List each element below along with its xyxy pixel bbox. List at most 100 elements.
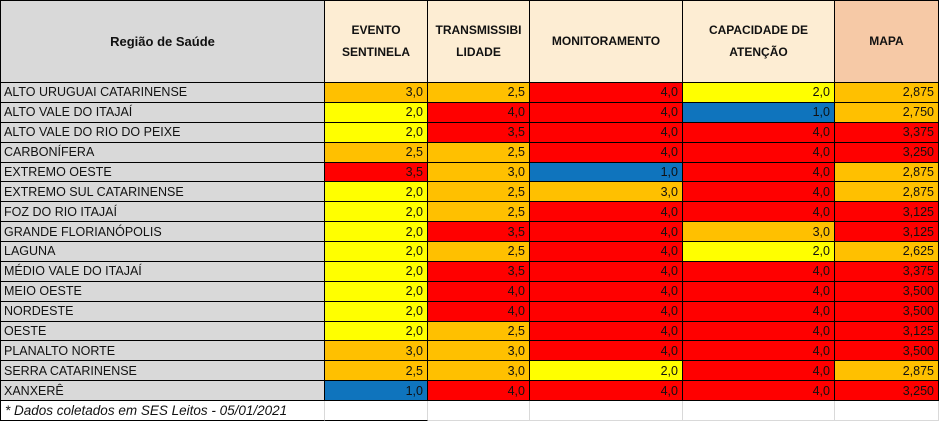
footer-empty-cell [683,401,835,421]
value-cell: 4,0 [683,142,835,163]
value-cell: 2,0 [325,182,428,203]
value-cell: 4,0 [530,102,683,123]
value-cell: 2,750 [835,102,939,123]
value-cell: 3,5 [428,222,530,242]
footer-empty-cell [325,401,428,421]
region-cell: OESTE [1,321,325,342]
value-cell: 2,0 [325,301,428,322]
value-cell: 4,0 [530,261,683,282]
table-row: OESTE 2,0 2,5 4,0 4,0 3,125 [1,321,939,342]
value-cell: 2,5 [428,202,530,223]
region-cell: ALTO VALE DO ITAJAÍ [1,102,325,123]
value-cell: 4,0 [428,381,530,401]
value-cell: 2,0 [325,222,428,242]
table-row: MEIO OESTE 2,0 4,0 4,0 4,0 3,500 [1,281,939,302]
value-cell: 4,0 [530,301,683,322]
value-cell: 2,0 [325,122,428,143]
table-header-row: Região de Saúde EVENTO SENTINELA TRANSMI… [1,1,939,83]
value-cell: 3,500 [835,281,939,302]
value-cell: 2,0 [325,261,428,282]
value-cell: 3,250 [835,381,939,401]
value-cell: 2,875 [835,361,939,382]
value-cell: 3,5 [428,261,530,282]
value-cell: 3,0 [325,341,428,362]
table-row: NORDESTE 2,0 4,0 4,0 4,0 3,500 [1,301,939,322]
value-cell: 2,0 [325,102,428,123]
region-column-header: Região de Saúde [1,1,325,83]
value-cell: 2,5 [428,142,530,163]
value-cell: 3,500 [835,301,939,322]
footer-empty-cell [428,401,530,421]
region-cell: FOZ DO RIO ITAJAÍ [1,202,325,223]
value-cell: 1,0 [325,381,428,401]
value-cell: 3,375 [835,261,939,282]
value-cell: 4,0 [530,122,683,143]
value-cell: 4,0 [683,381,835,401]
value-cell: 3,0 [683,222,835,242]
value-cell: 4,0 [530,202,683,223]
value-cell: 4,0 [683,162,835,183]
value-cell: 2,0 [325,321,428,342]
value-cell: 2,5 [428,83,530,103]
value-cell: 4,0 [683,122,835,143]
footnote: * Dados coletados em SES Leitos - 05/01/… [1,401,325,421]
table-row: MÉDIO VALE DO ITAJAÍ 2,0 3,5 4,0 4,0 3,375 [1,261,939,282]
value-cell: 3,125 [835,222,939,242]
value-cell: 3,0 [428,361,530,382]
value-cell: 3,5 [428,122,530,143]
region-cell: MÉDIO VALE DO ITAJAÍ [1,261,325,282]
value-cell: 4,0 [530,142,683,163]
table-row: FOZ DO RIO ITAJAÍ 2,0 2,5 4,0 4,0 3,125 [1,202,939,223]
table-footer-row: * Dados coletados em SES Leitos - 05/01/… [1,401,939,421]
value-cell: 4,0 [428,281,530,302]
value-cell: 2,5 [428,182,530,203]
value-cell: 4,0 [683,321,835,342]
value-cell: 4,0 [428,301,530,322]
value-cell: 3,5 [325,162,428,183]
value-cell: 2,0 [325,242,428,262]
value-cell: 2,0 [683,242,835,262]
region-cell: NORDESTE [1,301,325,322]
value-cell: 4,0 [530,321,683,342]
table-row: ALTO URUGUAI CATARINENSE 3,0 2,5 4,0 2,0 2,87… [1,83,939,103]
table-rows: ALTO URUGUAI CATARINENSE 3,0 2,5 4,0 2,0 2,87… [1,83,939,401]
value-cell: 1,0 [683,102,835,123]
value-cell: 2,875 [835,182,939,203]
region-cell: ALTO URUGUAI CATARINENSE [1,83,325,103]
value-cell: 2,875 [835,83,939,103]
table-row: EXTREMO OESTE 3,5 3,0 1,0 4,0 2,875 [1,162,939,183]
table-row: GRANDE FLORIANÓPOLIS 2,0 3,5 4,0 3,0 3,125 [1,222,939,242]
value-cell: 2,5 [428,321,530,342]
value-cell: 3,500 [835,341,939,362]
value-cell: 3,125 [835,321,939,342]
value-cell: 4,0 [530,381,683,401]
value-cell: 4,0 [683,281,835,302]
table-row: ALTO VALE DO RIO DO PEIXE 2,0 3,5 4,0 4,0 3,3… [1,122,939,143]
value-cell: 4,0 [530,222,683,242]
value-cell: 2,5 [325,361,428,382]
value-cell: 4,0 [683,261,835,282]
region-cell: EXTREMO OESTE [1,162,325,183]
footer-empty-cell [835,401,939,421]
region-cell: PLANALTO NORTE [1,341,325,362]
value-cell: 3,0 [428,341,530,362]
region-cell: XANXERÊ [1,381,325,401]
value-cell: 4,0 [683,202,835,223]
column-header-capacidade-de-atencao: CAPACIDADE DE ATENÇÃO [683,1,835,83]
value-cell: 1,0 [530,162,683,183]
region-cell: MEIO OESTE [1,281,325,302]
region-cell: CARBONÍFERA [1,142,325,163]
table-row: LAGUNA 2,0 2,5 4,0 2,0 2,625 [1,242,939,262]
value-cell: 4,0 [683,361,835,382]
value-cell: 2,5 [428,242,530,262]
value-cell: 3,0 [428,162,530,183]
table-row: XANXERÊ 1,0 4,0 4,0 4,0 3,250 [1,381,939,401]
table-row: CARBONÍFERA 2,5 2,5 4,0 4,0 3,250 [1,142,939,163]
value-cell: 3,375 [835,122,939,143]
table-row: ALTO VALE DO ITAJAÍ 2,0 4,0 4,0 1,0 2,750 [1,102,939,123]
column-header-mapa: MAPA [835,1,939,83]
value-cell: 3,125 [835,202,939,223]
value-cell: 2,0 [325,281,428,302]
value-cell: 2,625 [835,242,939,262]
